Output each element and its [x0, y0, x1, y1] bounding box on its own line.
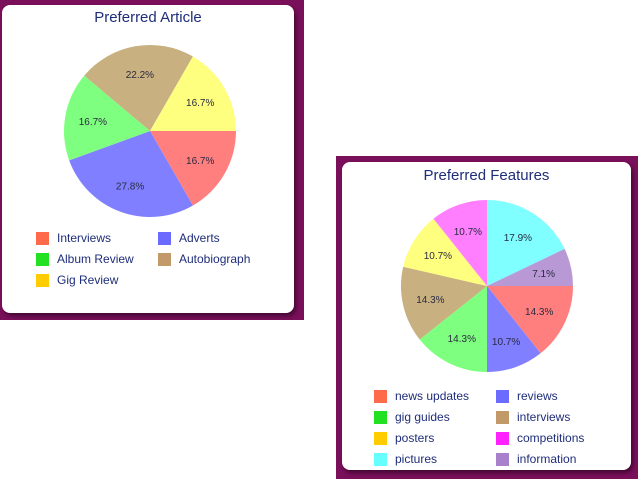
legend-label: Adverts [179, 231, 220, 245]
chart-title: Preferred Article [94, 9, 202, 26]
legend-swatch [36, 231, 49, 245]
legend-swatch [496, 410, 509, 424]
legend-swatch [36, 252, 49, 266]
data-label-adverts: 27.8% [116, 182, 144, 193]
chart-title: Preferred Features [423, 167, 550, 184]
legend-label: reviews [517, 389, 558, 403]
pie-chart-preferred-features: 14.3% 10.7% 14.3% 14.3% 10.7% 10.7% 17.9% 7.1% [400, 200, 573, 372]
legend-label: pictures [395, 452, 438, 466]
data-label-reviews: 10.7% [492, 337, 520, 348]
legend-item-gig-review: Gig Review [36, 273, 158, 287]
legend-label: information [517, 452, 577, 466]
data-label-gig-review: 16.7% [186, 98, 214, 109]
legend-swatch [496, 389, 509, 403]
data-label-news-updates: 14.3% [525, 307, 553, 318]
legend-swatch [374, 389, 387, 403]
chart-card-right: Preferred Features 14.3% 10.7% 14.3% 14.3% 1… [342, 162, 631, 470]
legend-item-posters: posters [374, 431, 496, 445]
pie-slice-information [487, 248, 573, 286]
pie-slice-posters [403, 218, 487, 286]
legend-swatch [374, 452, 387, 466]
legend-label: gig guides [395, 410, 450, 424]
legend-item-interviews: Interviews [36, 231, 158, 245]
legend-item-interviews: interviews [496, 410, 616, 424]
legend-swatch [158, 252, 171, 266]
legend-item-reviews: reviews [496, 389, 616, 403]
chart-legend: news updates reviews gig guides interviews p… [374, 389, 616, 466]
pie-slice-interviews [400, 266, 487, 340]
legend-label: competitions [517, 431, 585, 445]
legend-label: interviews [517, 410, 571, 424]
pie-slice-adverts [69, 131, 193, 217]
data-label-information: 7.1% [532, 269, 555, 280]
data-label-album-review: 16.7% [79, 117, 107, 128]
legend-label: news updates [395, 389, 470, 403]
chart-legend: Interviews Adverts Album Review Autobiograp… [36, 231, 278, 287]
pie-slice-competitions [433, 200, 487, 286]
pie-slice-gig-guides [419, 286, 487, 372]
legend-label: Autobiograph [179, 252, 251, 266]
legend-label: Interviews [57, 231, 112, 245]
pie-slice-reviews [487, 286, 541, 372]
data-label-interviews: 14.3% [416, 295, 444, 306]
legend-swatch [158, 231, 171, 245]
legend-swatch [496, 431, 509, 445]
pie-chart-preferred-article: 16.7% 27.8% 16.7% 22.2% 16.7% [64, 45, 236, 217]
pie-slice-pictures [487, 200, 565, 286]
pie-slice-news-updates [487, 286, 573, 354]
legend-item-adverts: Adverts [158, 231, 278, 245]
legend-item-information: information [496, 452, 616, 466]
legend-item-album-review: Album Review [36, 252, 158, 266]
data-label-interviews: 16.7% [186, 156, 214, 167]
pie-slice-album-review [64, 75, 150, 161]
pie-slice-interviews [150, 131, 236, 206]
legend-label: Gig Review [57, 273, 119, 287]
data-label-pictures: 17.9% [504, 233, 532, 244]
legend-item-gig-guides: gig guides [374, 410, 496, 424]
pie-slice-autobiograph [84, 45, 193, 132]
legend-item-autobiograph: Autobiograph [158, 252, 278, 266]
data-label-gig-guides: 14.3% [448, 334, 476, 345]
legend-swatch [374, 431, 387, 445]
legend-swatch [36, 273, 49, 287]
chart-card-left: Preferred Article 16.7% 27.8% 16.7% 22.2% 16… [2, 5, 294, 313]
pie-slice-gig-review [150, 56, 236, 132]
data-label-posters: 10.7% [424, 251, 452, 262]
legend-swatch [374, 410, 387, 424]
legend-swatch [496, 452, 509, 466]
data-label-competitions: 10.7% [454, 227, 482, 238]
legend-label: Album Review [57, 252, 134, 266]
legend-item-news-updates: news updates [374, 389, 496, 403]
legend-item-competitions: competitions [496, 431, 616, 445]
data-label-autobiograph: 22.2% [126, 70, 154, 81]
legend-item-pictures: pictures [374, 452, 496, 466]
legend-label: posters [395, 431, 435, 445]
